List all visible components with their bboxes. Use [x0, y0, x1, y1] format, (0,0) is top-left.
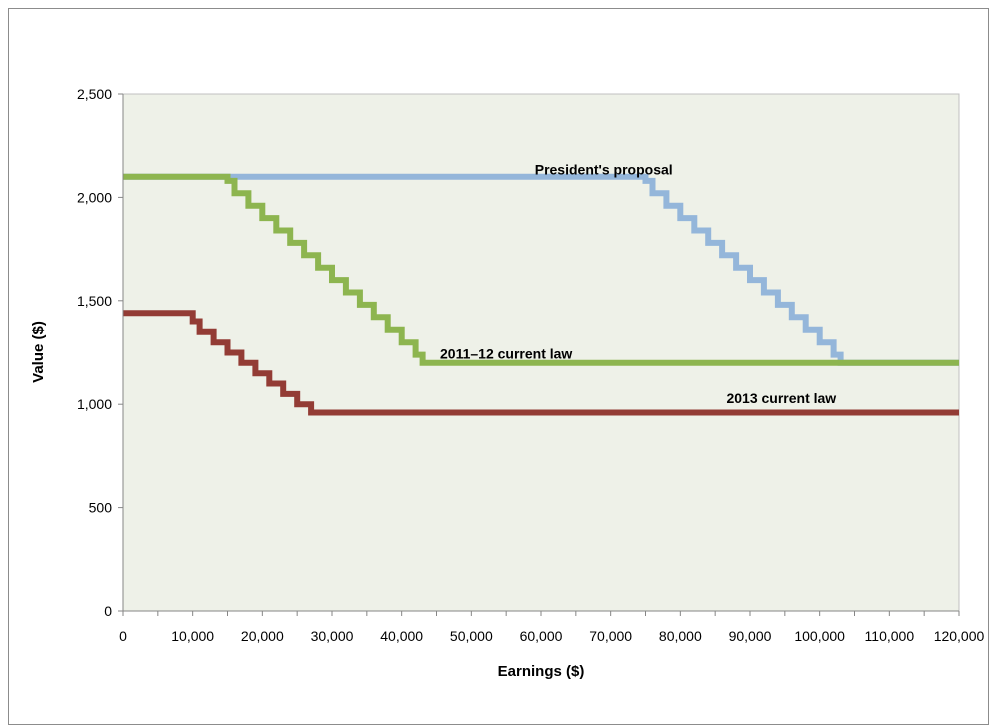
- x-tick-label: 40,000: [380, 628, 423, 644]
- x-tick-label: 50,000: [450, 628, 493, 644]
- x-axis-title: Earnings ($): [498, 663, 585, 680]
- series-layer: [123, 173, 959, 416]
- x-tick-label: 110,000: [865, 628, 915, 644]
- x-tick-label: 70,000: [589, 628, 632, 644]
- x-tick-label: 80,000: [659, 628, 702, 644]
- x-tick-label: 100,000: [794, 628, 845, 644]
- x-tick-label: 10,000: [171, 628, 214, 644]
- y-tick-label: 1,000: [77, 396, 112, 412]
- y-tick-label: 2,000: [77, 189, 112, 205]
- x-tick-label: 30,000: [311, 628, 354, 644]
- y-tick-label: 500: [89, 500, 113, 516]
- y-axis-title: Value ($): [30, 321, 47, 383]
- series-label-1: President's proposal: [535, 162, 673, 178]
- x-tick-label: 20,000: [241, 628, 284, 644]
- series-line-1: [123, 173, 959, 366]
- x-tick-label: 90,000: [729, 628, 772, 644]
- labels-layer: President's proposal 2011–12 current law 2…: [440, 162, 836, 407]
- series-label-3: 2013 current law: [726, 390, 836, 406]
- x-tick-label: 120,000: [934, 628, 985, 644]
- y-tick-label: 0: [104, 603, 112, 619]
- x-tick-label: 0: [119, 628, 127, 644]
- axes-layer: 0 500 1,000 1,500 2,000 2,500 0 10,000 20,000 30,…: [77, 86, 985, 644]
- y-tick-label: 2,500: [77, 86, 112, 102]
- series-line-3: [123, 310, 959, 416]
- x-tick-label: 60,000: [520, 628, 563, 644]
- series-line-2: [123, 173, 959, 366]
- y-tick-label: 1,500: [77, 293, 112, 309]
- plot-area: [122, 93, 960, 612]
- series-label-2: 2011–12 current law: [440, 346, 572, 362]
